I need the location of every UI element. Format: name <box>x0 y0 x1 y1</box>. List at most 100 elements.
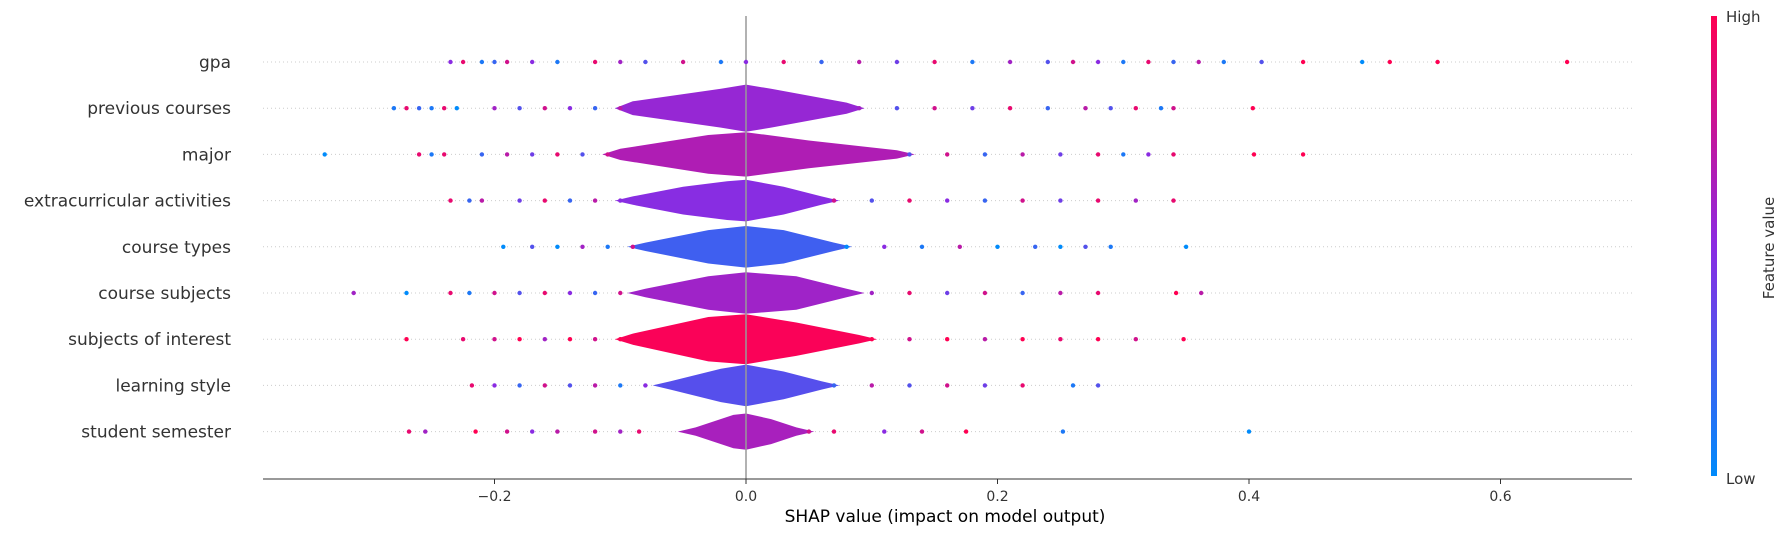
point-subjects-of-interest-15 <box>1133 337 1139 342</box>
point-previous-courses-5 <box>454 106 459 111</box>
point-major-12 <box>982 152 988 157</box>
point-student-semester-3 <box>504 429 510 434</box>
point-major-0 <box>322 152 327 157</box>
point-major-15 <box>1095 152 1101 157</box>
point-subjects-of-interest-13 <box>1058 337 1063 342</box>
point-extracurricular-activities-12 <box>982 198 988 203</box>
point-extracurricular-activities-3 <box>517 198 522 203</box>
point-gpa-32 <box>1435 59 1440 65</box>
x-tick-label-4: 0.6 <box>1489 489 1511 505</box>
point-gpa-26 <box>1196 59 1201 65</box>
colorbar: High Low Feature value <box>1711 8 1778 488</box>
point-extracurricular-activities-15 <box>1095 198 1101 203</box>
point-major-16 <box>1121 152 1126 157</box>
point-course-subjects-10 <box>869 290 874 296</box>
point-gpa-8 <box>618 59 623 65</box>
point-previous-courses-4 <box>442 106 447 111</box>
feature-label-learning-style: learning style <box>115 376 231 396</box>
point-major-13 <box>1020 152 1025 157</box>
point-extracurricular-activities-13 <box>1020 198 1025 203</box>
point-previous-courses-13 <box>894 106 900 111</box>
point-student-semester-15 <box>1246 429 1252 434</box>
point-gpa-20 <box>1045 59 1051 65</box>
point-course-types-11 <box>1033 244 1038 249</box>
point-major-9 <box>605 152 610 157</box>
point-extracurricular-activities-2 <box>479 198 485 203</box>
point-gpa-6 <box>555 59 560 65</box>
feature-label-course-subjects: course subjects <box>98 284 231 304</box>
point-previous-courses-8 <box>542 106 547 111</box>
point-gpa-30 <box>1360 59 1365 65</box>
point-previous-courses-20 <box>1133 106 1139 111</box>
feature-label-gpa: gpa <box>199 53 231 73</box>
point-gpa-21 <box>1070 59 1076 65</box>
point-course-subjects-1 <box>404 290 409 296</box>
point-course-subjects-11 <box>907 290 912 296</box>
point-course-types-10 <box>995 244 1000 249</box>
point-course-subjects-4 <box>492 290 497 296</box>
point-major-8 <box>580 152 585 157</box>
point-student-semester-7 <box>618 429 623 434</box>
point-subjects-of-interest-8 <box>869 337 874 342</box>
point-student-semester-2 <box>473 429 478 434</box>
point-gpa-19 <box>1007 59 1013 65</box>
point-learning-style-3 <box>542 383 547 388</box>
point-learning-style-0 <box>469 383 475 388</box>
point-student-semester-1 <box>423 429 428 434</box>
feature-label-student-semester: student semester <box>81 423 231 443</box>
point-gpa-0 <box>448 59 453 65</box>
point-course-types-3 <box>580 244 585 249</box>
point-major-3 <box>442 152 447 157</box>
point-gpa-29 <box>1300 59 1306 65</box>
point-learning-style-11 <box>945 383 950 388</box>
point-course-subjects-16 <box>1095 290 1101 296</box>
point-gpa-2 <box>479 59 485 65</box>
violin-layer <box>602 84 915 450</box>
point-course-subjects-9 <box>618 290 623 296</box>
point-gpa-3 <box>492 59 497 65</box>
point-course-types-4 <box>605 244 610 249</box>
point-course-types-7 <box>882 244 887 249</box>
violin-course-types <box>627 226 853 268</box>
point-previous-courses-23 <box>1250 106 1256 111</box>
point-learning-style-4 <box>567 383 573 388</box>
colorbar-low-label: Low <box>1726 470 1756 488</box>
point-gpa-27 <box>1221 59 1227 65</box>
violin-previous-courses <box>614 84 865 132</box>
colorbar-gradient <box>1711 16 1717 476</box>
point-student-semester-6 <box>592 429 598 434</box>
point-major-18 <box>1171 152 1176 157</box>
point-gpa-18 <box>970 59 975 65</box>
point-student-semester-0 <box>406 429 412 434</box>
x-tick-label-0: −0.2 <box>478 489 512 505</box>
point-student-semester-11 <box>882 429 887 434</box>
point-previous-courses-1 <box>404 106 409 111</box>
point-major-19 <box>1251 152 1257 157</box>
point-learning-style-2 <box>517 383 522 388</box>
point-major-10 <box>907 152 912 157</box>
point-gpa-9 <box>643 59 648 65</box>
point-subjects-of-interest-3 <box>517 337 522 342</box>
point-course-subjects-12 <box>945 290 950 296</box>
feature-label-subjects-of-interest: subjects of interest <box>68 330 231 350</box>
point-course-subjects-17 <box>1173 290 1179 296</box>
point-subjects-of-interest-0 <box>404 337 409 342</box>
point-course-types-15 <box>1183 244 1189 249</box>
point-course-types-1 <box>530 244 535 249</box>
point-learning-style-1 <box>492 383 497 388</box>
point-extracurricular-activities-9 <box>869 198 874 203</box>
point-course-subjects-18 <box>1199 290 1204 296</box>
point-subjects-of-interest-1 <box>460 337 466 342</box>
point-gpa-12 <box>743 59 749 65</box>
point-student-semester-10 <box>831 429 837 434</box>
point-major-4 <box>479 152 485 157</box>
point-learning-style-10 <box>907 383 912 388</box>
point-major-11 <box>945 152 950 157</box>
point-gpa-33 <box>1564 59 1570 65</box>
point-gpa-17 <box>932 59 937 65</box>
point-gpa-11 <box>718 59 724 65</box>
scatter-points-layer <box>322 59 1570 434</box>
point-subjects-of-interest-11 <box>982 337 988 342</box>
point-previous-courses-10 <box>592 106 598 111</box>
